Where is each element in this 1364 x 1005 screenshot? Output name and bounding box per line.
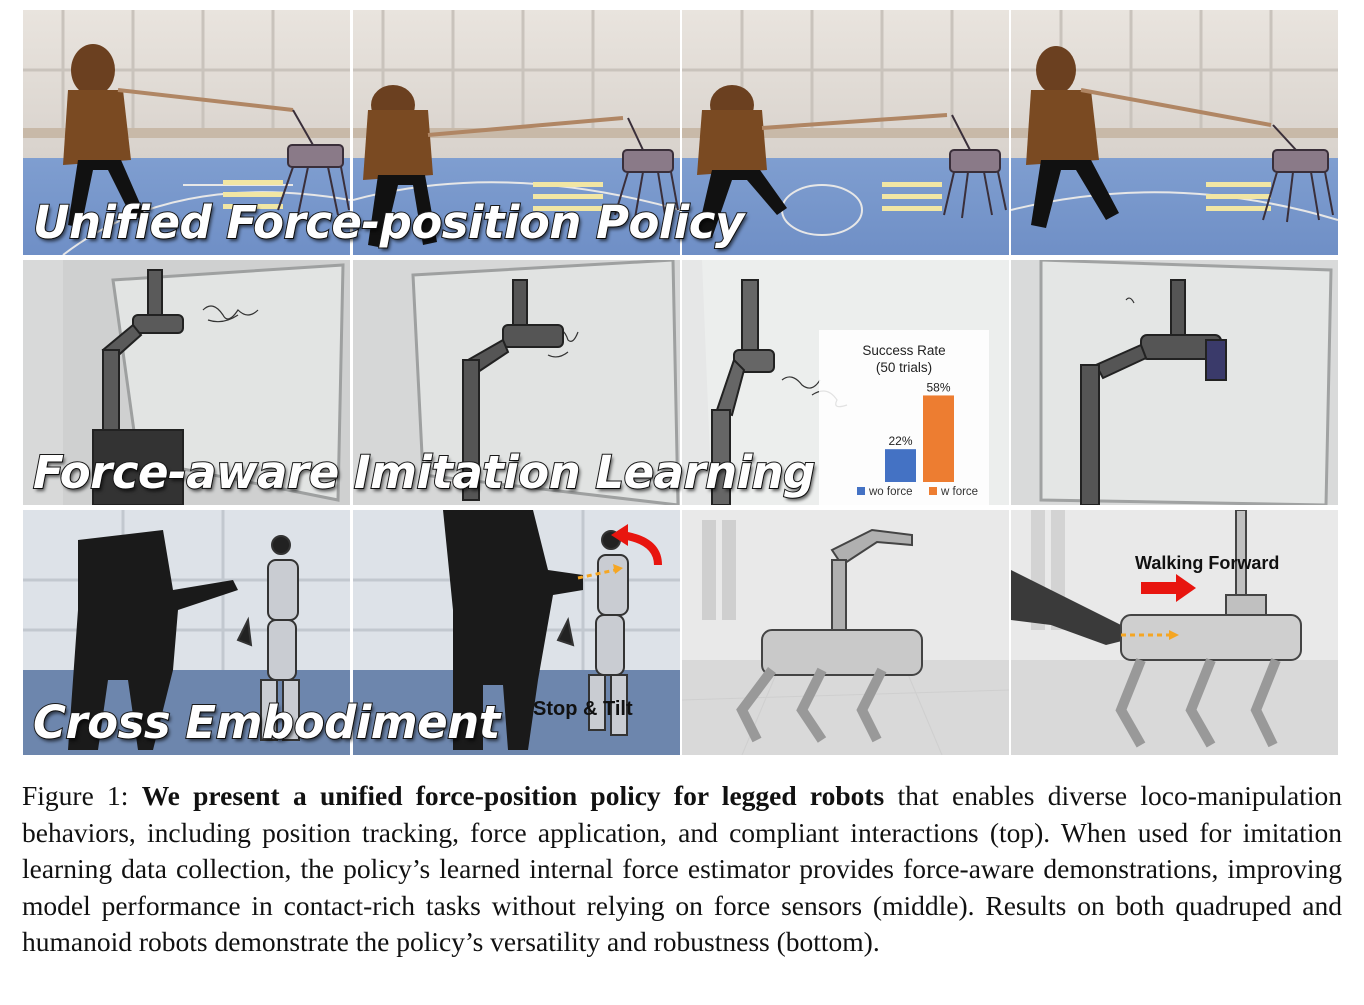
photo-panel-3-4 [1011, 510, 1338, 755]
photo-panel-3-3 [682, 510, 1009, 755]
figure-1: Unified Force-position Policy [23, 10, 1339, 757]
bar-w-force [923, 395, 954, 482]
photo-panel-2-2 [353, 260, 680, 505]
walking-forward-label: Walking Forward [1135, 553, 1280, 573]
chart-subtitle: (50 trials) [876, 360, 932, 375]
row-imitation-learning: Force-aware Imitation Learning [23, 260, 1339, 505]
legend-swatch [929, 487, 937, 495]
legend-label: w force [940, 486, 978, 498]
bar-wo-force [885, 449, 916, 482]
caption-label: Figure 1: [22, 780, 129, 811]
photo-panel-2-1 [23, 260, 350, 505]
row-unified-policy: Unified Force-position Policy [23, 10, 1339, 255]
bar-value-label: 22% [888, 434, 912, 448]
stop-tilt-label: Stop & Tilt [533, 698, 633, 720]
row-cross-embodiment: Cross Embodiment [23, 510, 1339, 755]
row-title-unified: Unified Force-position Policy [32, 195, 745, 250]
figure-caption: Figure 1: We present a unified force-pos… [22, 778, 1342, 961]
photo-panel-3-1 [23, 510, 350, 755]
row-title-imitation: Force-aware Imitation Learning [32, 445, 816, 500]
caption-bold: We present a unified force-position poli… [141, 780, 885, 811]
photo-panel-2-4 [1011, 260, 1338, 505]
success-rate-chart: Success Rate (50 trials) 22% 58% wo force… [819, 330, 989, 506]
photo-panel-1-2 [353, 10, 680, 255]
chart-title: Success Rate [862, 343, 945, 358]
photo-panel-1-1 [23, 10, 350, 255]
bar-value-label: 58% [926, 380, 950, 394]
photo-panel-1-3 [682, 10, 1009, 255]
photo-panel-1-4 [1011, 10, 1338, 255]
photo-panel-3-2 [353, 510, 680, 755]
legend-label: wo force [868, 486, 912, 498]
legend-swatch [857, 487, 865, 495]
caption-text: that enables diverse loco-manipulation b… [22, 780, 1342, 958]
row-title-cross: Cross Embodiment [32, 695, 501, 750]
